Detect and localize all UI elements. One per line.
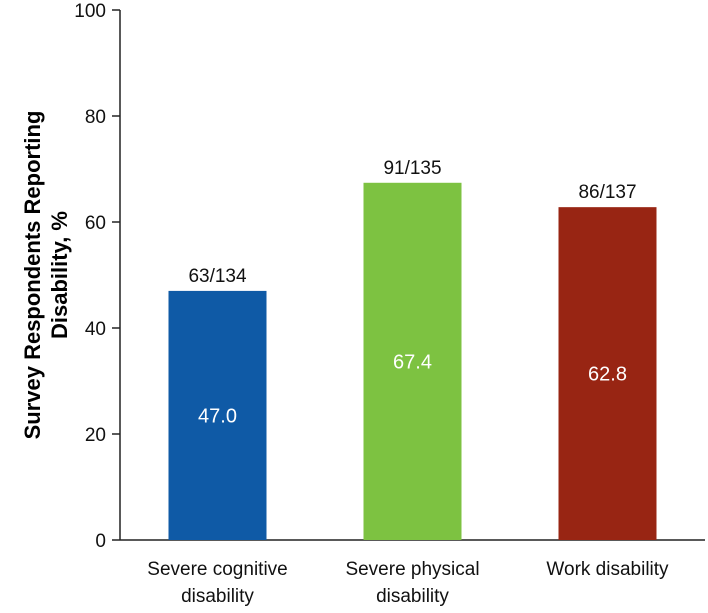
bar-count-label: 91/135: [383, 158, 441, 179]
y-tick-label: 100: [74, 1, 106, 22]
y-tick-label: 40: [85, 319, 106, 340]
x-tick-label-line: Work disability: [546, 559, 669, 580]
bars: [168, 182, 657, 540]
y-axis-label-line: Survey Respondents Reporting: [20, 111, 45, 440]
bar: [363, 182, 462, 540]
x-tick-label-line: disability: [181, 586, 254, 607]
y-axis: 0 20 40 60 80 100: [74, 1, 121, 552]
x-tick-label: Work disability: [546, 559, 669, 580]
bar: [168, 290, 267, 540]
bar-count-label: 86/137: [578, 182, 636, 203]
bar: [558, 207, 657, 540]
x-tick-label-line: disability: [376, 586, 449, 607]
y-tick-label: 20: [85, 425, 106, 446]
y-axis-title: Survey Respondents ReportingDisability, …: [20, 111, 72, 440]
bar-value-label: 62.8: [588, 364, 627, 386]
bar-value-label: 47.0: [198, 405, 237, 427]
y-tick-label: 0: [95, 531, 106, 552]
x-tick-label-line: Severe cognitive: [147, 559, 287, 580]
x-tick-label: Severe physical disability: [345, 559, 479, 607]
bar-count-label: 63/134: [188, 266, 247, 287]
x-tick-label-line: Severe physical: [345, 559, 479, 580]
bar-value-label: 67.4: [393, 351, 432, 373]
data-labels: 47.0 63/134 67.4 91/135 62.8 86/137: [188, 158, 636, 428]
y-tick-label: 80: [85, 107, 106, 128]
y-tick-label: 60: [85, 213, 106, 234]
x-tick-label: Severe cognitive disability: [147, 559, 287, 607]
y-axis-label: Survey Respondents ReportingDisability, …: [20, 111, 72, 440]
y-axis-label-line: Disability, %: [47, 211, 72, 339]
